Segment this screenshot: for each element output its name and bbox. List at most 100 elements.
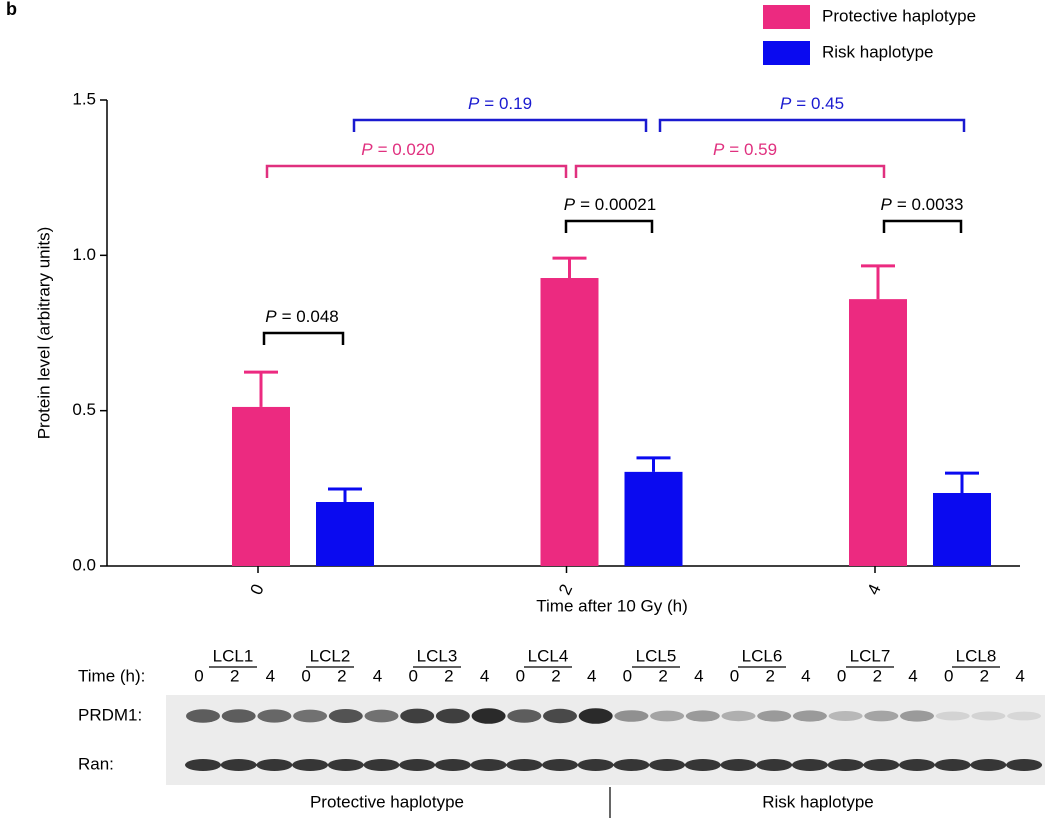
x-axis-title: Time after 10 Gy (h): [536, 596, 687, 615]
prdm1-band: [400, 708, 435, 724]
time-point: 4: [694, 666, 703, 685]
ran-band: [434, 759, 471, 771]
cell-line-label: LCL3: [417, 646, 458, 665]
bar: [540, 278, 599, 566]
panel-label: b: [6, 0, 17, 19]
ran-band: [185, 759, 221, 771]
cell-line-label: LCL2: [310, 646, 351, 665]
annotation-text: = 0.45: [796, 94, 844, 113]
bar: [316, 502, 374, 566]
time-point: 4: [801, 666, 810, 685]
prdm1-band: [257, 709, 292, 723]
time-point: 2: [337, 666, 346, 685]
annotation-text: = 0.048: [282, 307, 339, 326]
prdm1-band: [971, 711, 1006, 721]
ran-band: [791, 759, 828, 771]
cell-line-label: LCL1: [213, 646, 254, 665]
annotation-text: = 0.59: [729, 140, 777, 159]
bracket: [262, 331, 345, 345]
group-label: Risk haplotype: [762, 792, 874, 811]
ran-band: [577, 759, 614, 771]
annotation: P = 0.00021: [564, 195, 656, 214]
bar: [849, 299, 907, 566]
annotation-text: = 0.0033: [897, 195, 964, 214]
legend-label: Risk haplotype: [822, 42, 934, 61]
ran-band: [720, 759, 757, 771]
prdm1-band: [614, 710, 649, 722]
ran-band: [542, 759, 578, 771]
time-point: 0: [516, 666, 525, 685]
prdm1-band: [507, 709, 542, 723]
y-tick-label: 1.5: [72, 89, 96, 108]
annotation-symbol: P: [361, 140, 373, 159]
annotation-symbol: P: [265, 307, 277, 326]
blot-row-label: Ran:: [78, 754, 114, 773]
time-point: 0: [408, 666, 417, 685]
time-point: 4: [587, 666, 596, 685]
annotation-text: = 0.19: [484, 94, 532, 113]
y-tick-label: 1.0: [72, 245, 96, 264]
ran-band: [399, 759, 436, 771]
ran-band: [1006, 759, 1043, 771]
prdm1-band: [435, 708, 470, 724]
annotation-symbol: P: [780, 94, 792, 113]
ran-band: [684, 759, 721, 771]
annotation: P = 0.048: [265, 307, 339, 326]
time-point: 2: [658, 666, 667, 685]
annotation-symbol: P: [881, 195, 893, 214]
bar: [624, 471, 683, 566]
ran-band: [934, 759, 971, 771]
time-point: 2: [444, 666, 453, 685]
bracket: [265, 164, 568, 178]
ran-band: [756, 759, 793, 771]
cell-line-label: LCL4: [528, 646, 569, 665]
blot-row-label: PRDM1:: [78, 705, 142, 724]
x-tick-label: 0: [246, 581, 267, 598]
ran-band: [863, 759, 900, 771]
bracket: [658, 118, 966, 132]
prdm1-band: [685, 710, 720, 722]
time-point: 4: [373, 666, 382, 685]
cell-line-label: LCL7: [850, 646, 891, 665]
prdm1-band: [828, 711, 863, 721]
time-point: 0: [623, 666, 632, 685]
ran-band: [613, 759, 650, 771]
bar: [933, 492, 991, 566]
cell-line-label: LCL8: [956, 646, 997, 665]
time-point: 4: [1015, 666, 1024, 685]
time-point: 2: [765, 666, 774, 685]
ran-band: [327, 759, 364, 771]
annotation: P = 0.19: [468, 94, 532, 113]
ran-band: [899, 759, 935, 771]
prdm1-band: [792, 710, 827, 722]
annotation-symbol: P: [564, 195, 576, 214]
prdm1-band: [900, 710, 934, 722]
prdm1-band: [364, 709, 399, 723]
time-label: Time (h):: [78, 666, 145, 685]
ran-band: [506, 759, 543, 771]
ran-band: [970, 759, 1007, 771]
time-point: 0: [301, 666, 310, 685]
time-point: 0: [837, 666, 846, 685]
cell-line-label: LCL6: [742, 646, 783, 665]
y-tick-label: 0.5: [72, 400, 96, 419]
annotation-text: = 0.00021: [580, 195, 656, 214]
legend-label: Protective haplotype: [822, 6, 976, 25]
prdm1-band: [186, 709, 220, 723]
blot-background: [166, 695, 1045, 785]
annotation: P = 0.0033: [881, 195, 964, 214]
ran-band: [292, 759, 329, 771]
y-axis-title: Protein level (arbitrary units): [34, 227, 53, 440]
prdm1-band: [543, 708, 577, 724]
bracket: [882, 219, 963, 233]
annotation-symbol: P: [713, 140, 725, 159]
prdm1-band: [721, 710, 756, 722]
prdm1-band: [578, 708, 613, 724]
time-point: 0: [730, 666, 739, 685]
ran-band: [363, 759, 400, 771]
bracket: [352, 118, 648, 132]
group-label: Protective haplotype: [310, 792, 464, 811]
prdm1-band: [935, 711, 970, 721]
bracket: [574, 164, 886, 178]
